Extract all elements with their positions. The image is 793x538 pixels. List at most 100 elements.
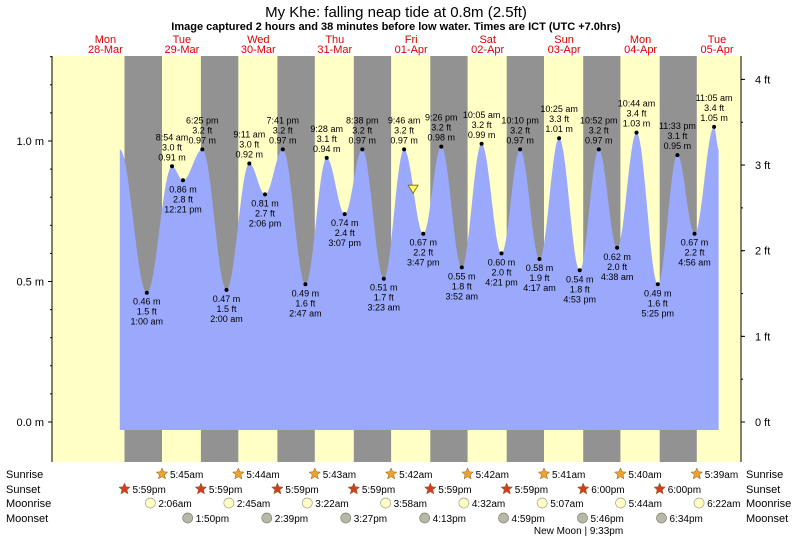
tide-label: 5:25 pm bbox=[642, 308, 675, 318]
high-tide-point bbox=[675, 153, 680, 158]
tide-label: 1.9 ft bbox=[529, 273, 550, 283]
tide-label: 1.01 m bbox=[545, 124, 573, 134]
moonrise-icon bbox=[301, 497, 313, 509]
moonset-icon bbox=[656, 512, 667, 524]
sunset-time: 5:59pm bbox=[438, 485, 471, 496]
tide-label: 0.60 m bbox=[488, 257, 516, 267]
astro-row-label-right: Moonrise bbox=[746, 498, 791, 510]
left-axis-tick-label: 1.0 m bbox=[16, 136, 44, 148]
low-tide-point bbox=[421, 231, 426, 236]
tide-label: 3.1 ft bbox=[317, 134, 338, 144]
sunrise-icon bbox=[461, 467, 474, 480]
astro-row-label-left: Moonset bbox=[6, 513, 48, 525]
tide-label: 0.97 m bbox=[585, 135, 613, 145]
tide-label: 0.55 m bbox=[448, 271, 476, 281]
moonrise-time: 4:32am bbox=[472, 499, 505, 510]
sunrise-time: 5:44am bbox=[246, 470, 279, 481]
low-tide-point bbox=[499, 251, 504, 256]
tide-label: 9:46 am bbox=[388, 115, 421, 125]
tide-area bbox=[119, 126, 719, 431]
tide-label: 1.5 ft bbox=[216, 304, 237, 314]
tide-label: 3.2 ft bbox=[273, 125, 294, 135]
left-axis-tick-label: 0.5 m bbox=[16, 277, 44, 289]
moonset-icon bbox=[261, 512, 273, 524]
tide-label: 3.2 ft bbox=[192, 125, 213, 135]
tide-label: 0.67 m bbox=[410, 238, 438, 248]
tide-label: 2.2 ft bbox=[684, 248, 705, 258]
tide-label: 4:17 am bbox=[523, 283, 556, 293]
moonrise-icon bbox=[380, 497, 391, 509]
moonset-time: 1:50pm bbox=[196, 514, 229, 525]
tide-label: 8:38 pm bbox=[346, 115, 379, 125]
sunset-time: 5:59pm bbox=[209, 485, 242, 496]
tide-label: 2.4 ft bbox=[335, 228, 356, 238]
tide-label: 10:52 pm bbox=[580, 115, 618, 125]
tide-label: 2:06 pm bbox=[249, 218, 282, 228]
high-tide-point bbox=[324, 155, 329, 160]
moonrise-icon bbox=[693, 497, 705, 509]
high-tide-point bbox=[170, 164, 174, 169]
tide-label: 1.03 m bbox=[623, 119, 651, 129]
extrema-labels: 0.46 m1.5 ft1:00 am8:54 am3.0 ft0.91 m0.… bbox=[131, 93, 733, 327]
day-name-label: Sun bbox=[554, 34, 574, 46]
tide-label: 0.97 m bbox=[189, 135, 217, 145]
tide-label: 0.98 m bbox=[428, 133, 456, 143]
day-name-label: Mon bbox=[95, 34, 116, 46]
tide-label: 1:00 am bbox=[131, 317, 164, 327]
sunset-time: 5:59pm bbox=[132, 485, 165, 496]
current-tide-triangle bbox=[407, 184, 419, 194]
sunrise-time: 5:41am bbox=[552, 470, 585, 481]
sunset-icon bbox=[576, 482, 590, 495]
tide-label: 0.49 m bbox=[292, 288, 320, 298]
low-tide-point bbox=[692, 231, 697, 236]
tide-label: 3.4 ft bbox=[704, 103, 725, 113]
sunrise-icon bbox=[308, 467, 322, 480]
tide-label: 0.99 m bbox=[468, 130, 496, 140]
tide-label: 3:07 pm bbox=[328, 238, 361, 248]
sunrise-icon bbox=[537, 467, 551, 480]
day-name-label: Fri bbox=[405, 34, 418, 46]
moonrise-time: 3:58am bbox=[394, 499, 427, 510]
day-date-label: 30-Mar bbox=[241, 44, 276, 56]
tide-label: 2.8 ft bbox=[173, 194, 194, 204]
moonset-time: 6:34pm bbox=[670, 514, 703, 525]
day-name-label: Wed bbox=[247, 34, 269, 46]
tide-label: 2:47 am bbox=[289, 308, 322, 318]
tide-label: 10:25 am bbox=[540, 104, 578, 114]
day-name-label: Sat bbox=[479, 34, 496, 46]
low-tide-point bbox=[459, 265, 464, 270]
right-axis-tick-label: 3 ft bbox=[755, 160, 770, 172]
tide-label: 1.5 ft bbox=[137, 307, 158, 317]
tide-label: 4:56 am bbox=[678, 258, 711, 268]
right-axis-tick-label: 2 ft bbox=[755, 246, 770, 258]
tide-label: 10:10 pm bbox=[501, 115, 539, 125]
right-axis-tick-label: 4 ft bbox=[755, 74, 770, 86]
high-tide-point bbox=[439, 144, 444, 149]
moonset-icon bbox=[577, 512, 588, 524]
moonrise-time: 6:22am bbox=[707, 499, 740, 510]
tide-label: 3.4 ft bbox=[626, 109, 647, 119]
tide-label: 0.97 m bbox=[269, 135, 297, 145]
tide-label: 2.2 ft bbox=[413, 248, 434, 258]
day-date-label: 02-Apr bbox=[471, 44, 504, 56]
moonrise-icon bbox=[458, 497, 470, 509]
sunset-icon bbox=[423, 482, 437, 495]
sunset-time: 6:00pm bbox=[591, 485, 624, 496]
tide-label: 0.91 m bbox=[158, 152, 186, 162]
astro-row-label-left: Moonrise bbox=[6, 498, 51, 510]
moonset-icon bbox=[419, 512, 431, 524]
moonset-time: 2:39pm bbox=[275, 514, 308, 525]
moonrise-time: 3:22am bbox=[315, 499, 348, 510]
astro-rows: Sunrise Sunrise Sunset Sunset Moonrise Moonri… bbox=[6, 467, 791, 537]
sunrise-icon bbox=[231, 467, 245, 480]
tide-label: 3.2 ft bbox=[352, 125, 373, 135]
tide-label: 3.1 ft bbox=[667, 131, 688, 141]
tide-label: 3:23 am bbox=[368, 303, 401, 313]
high-tide-point bbox=[634, 130, 639, 135]
high-tide-point bbox=[479, 141, 484, 146]
right-axis-feet: 4 ft 3 ft 2 ft 1 ft 0 ft bbox=[740, 56, 770, 462]
tide-label: 0.46 m bbox=[133, 297, 161, 307]
chart-subtitle: Image captured 2 hours and 38 minutes be… bbox=[171, 21, 621, 33]
moonset-time: 4:13pm bbox=[433, 514, 466, 525]
